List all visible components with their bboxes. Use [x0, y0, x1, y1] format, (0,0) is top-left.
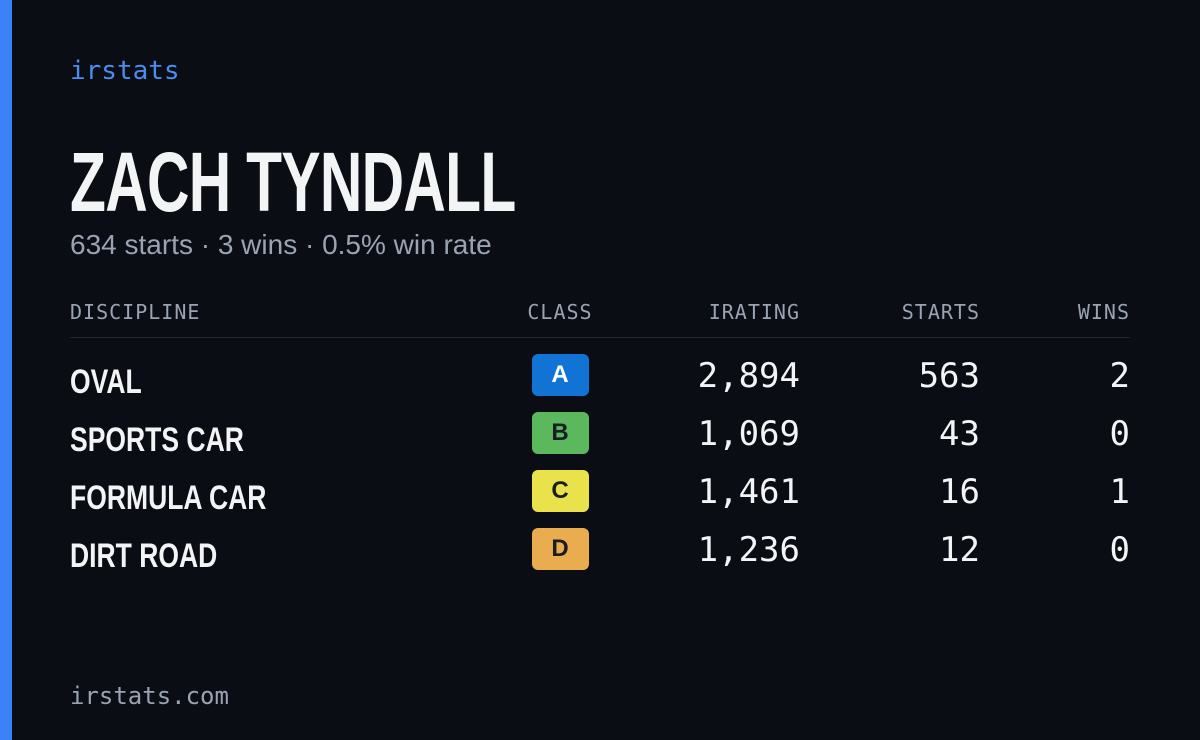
column-header: CLASS [527, 300, 593, 324]
discipline: SPORTS CAR [70, 421, 244, 459]
footer: irstats.com [70, 682, 229, 710]
irating: 1,461 [697, 472, 800, 512]
driver-name: ZACH TYNDALL [70, 135, 516, 229]
discipline: FORMULA CAR [70, 479, 267, 517]
column-header: STARTS [901, 300, 980, 324]
class-badge: C [531, 470, 589, 512]
irating: 2,894 [697, 356, 800, 396]
starts: 12 [939, 530, 980, 570]
brand: irstats [70, 56, 180, 86]
column-header: IRATING [708, 300, 800, 324]
wins: 1 [1109, 472, 1130, 512]
class-badge: A [531, 354, 589, 396]
wins: 2 [1109, 356, 1130, 396]
column-header: WINS [1077, 300, 1130, 324]
column-header: DISCIPLINE [70, 300, 201, 324]
class-badge: D [531, 528, 589, 570]
header-rule [70, 337, 1130, 338]
accent-stripe [0, 0, 12, 740]
starts: 16 [939, 472, 980, 512]
class-badge: B [531, 412, 589, 454]
starts: 43 [939, 414, 980, 454]
discipline: OVAL [70, 363, 142, 401]
irating: 1,069 [697, 414, 800, 454]
wins: 0 [1109, 530, 1130, 570]
wins: 0 [1109, 414, 1130, 454]
starts: 563 [918, 356, 980, 396]
summary: 634 starts · 3 wins · 0.5% win rate [70, 229, 492, 260]
discipline: DIRT ROAD [70, 537, 218, 575]
irating: 1,236 [697, 530, 800, 570]
